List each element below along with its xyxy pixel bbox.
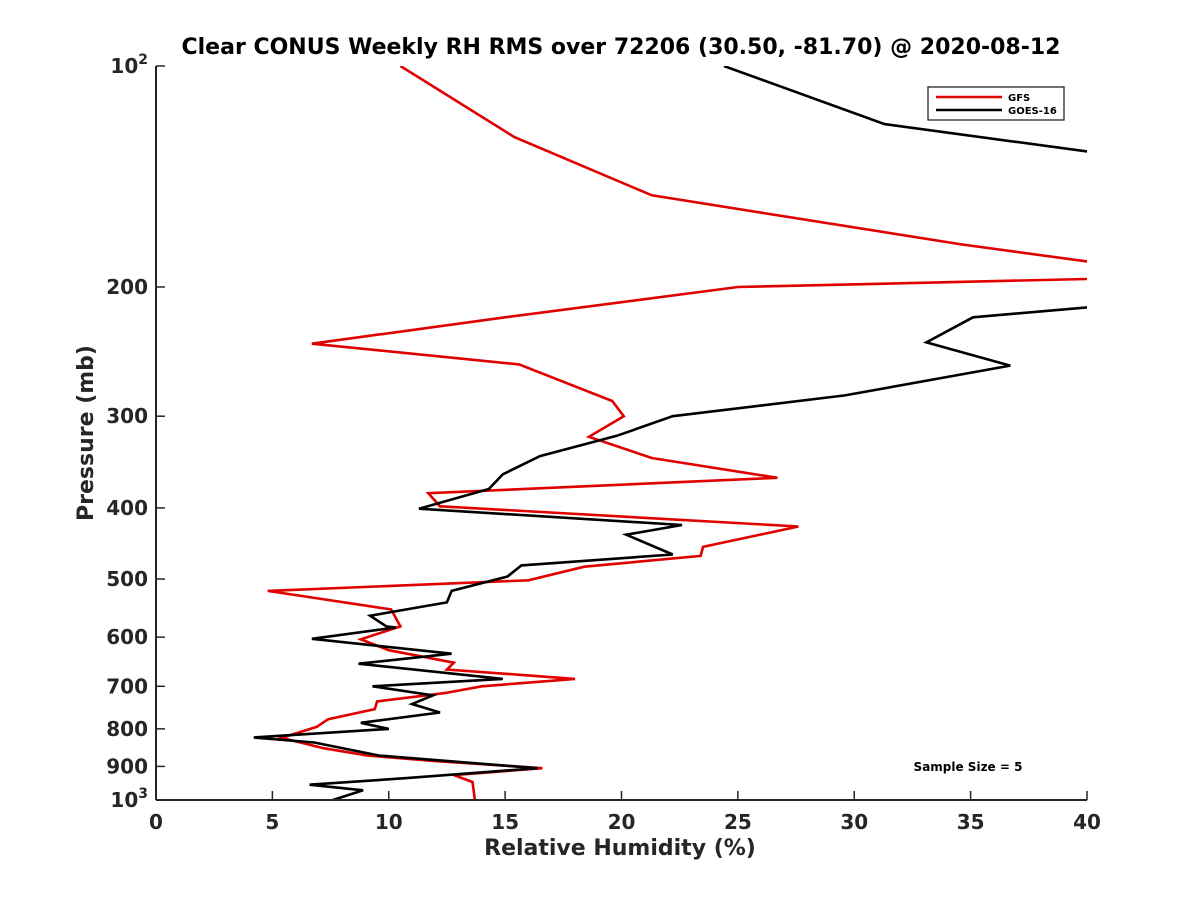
y-tick-label: 700 xyxy=(106,674,148,698)
legend: GFS GOES-16 xyxy=(927,86,1065,121)
y-tick-label: 102 xyxy=(110,52,148,78)
sample-size-annotation: Sample Size = 5 xyxy=(914,760,1023,774)
y-tick-label: 300 xyxy=(106,404,148,428)
legend-box xyxy=(927,86,1065,121)
x-tick-label: 25 xyxy=(724,810,752,834)
x-axis-label: Relative Humidity (%) xyxy=(484,836,756,861)
chart-title: Clear CONUS Weekly RH RMS over 72206 (30… xyxy=(182,35,1061,60)
y-axis-ticks: 102 200 300 400 500 600 700 800 900 103 xyxy=(106,52,165,812)
plot-area xyxy=(253,66,1087,800)
y-tick-label: 500 xyxy=(106,567,148,591)
legend-label: GOES-16 xyxy=(1008,106,1057,117)
x-tick-label: 10 xyxy=(375,810,403,834)
x-tick-label: 15 xyxy=(491,810,519,834)
x-tick-label: 0 xyxy=(149,810,163,834)
x-tick-label: 5 xyxy=(265,810,279,834)
legend-label: GFS xyxy=(1008,93,1030,104)
y-tick-label: 400 xyxy=(106,496,148,520)
x-tick-label: 30 xyxy=(840,810,868,834)
y-tick-label: 103 xyxy=(110,786,148,812)
y-tick-label: 600 xyxy=(106,625,148,649)
x-tick-label: 35 xyxy=(957,810,985,834)
x-tick-label: 40 xyxy=(1073,810,1101,834)
x-axis-ticks: 0 5 10 15 20 25 30 35 40 xyxy=(149,791,1101,834)
y-tick-label: 800 xyxy=(106,717,148,741)
y-axis-label: Pressure (mb) xyxy=(74,345,99,521)
y-tick-label: 900 xyxy=(106,754,148,778)
y-tick-label: 200 xyxy=(106,275,148,299)
series-line-goes-16 xyxy=(253,66,1087,800)
x-tick-label: 20 xyxy=(608,810,636,834)
